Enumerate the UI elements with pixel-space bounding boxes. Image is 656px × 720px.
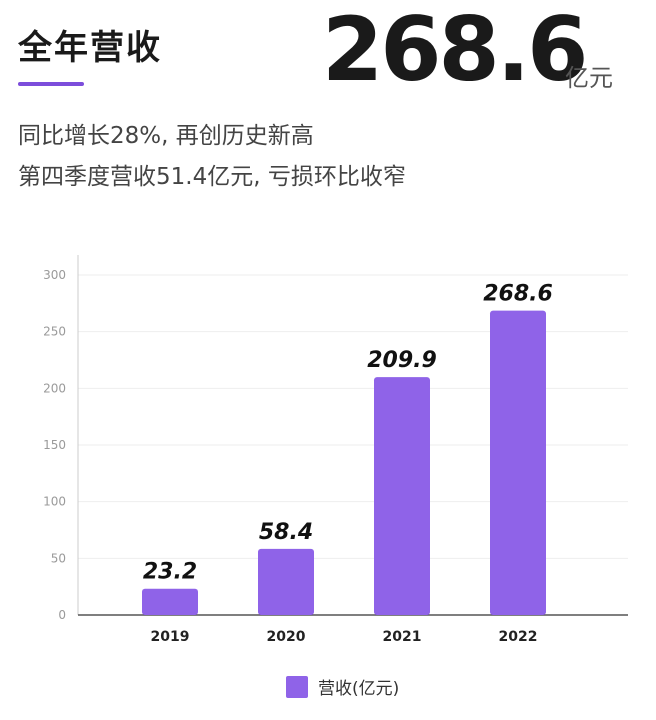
x-tick-label: 2022 bbox=[499, 629, 538, 645]
y-tick-label: 50 bbox=[51, 551, 66, 565]
subline-q4: 第四季度营收51.4亿元, 亏损环比收窄 bbox=[18, 164, 406, 190]
y-tick-label: 200 bbox=[43, 381, 66, 395]
y-tick-label: 150 bbox=[43, 438, 66, 452]
bar-2021 bbox=[374, 377, 430, 615]
chart-legend: 营收(亿元) bbox=[286, 674, 399, 699]
legend-label: 营收(亿元) bbox=[318, 679, 400, 699]
revenue-bar-chart: 0 50 100 150 200 250 300 23.2 2019 58.4 2020 209.9 2… bbox=[43, 255, 628, 645]
y-tick-label: 300 bbox=[43, 268, 66, 282]
data-label: 268.6 bbox=[483, 282, 553, 307]
data-label: 209.9 bbox=[367, 348, 437, 373]
subline-growth: 同比增长28%, 再创历史新高 bbox=[18, 123, 314, 149]
data-label: 23.2 bbox=[143, 560, 197, 585]
bar-2020 bbox=[258, 548, 314, 615]
headline-unit: 亿元 bbox=[565, 64, 613, 92]
y-tick-label: 250 bbox=[43, 325, 66, 339]
legend-swatch bbox=[286, 675, 308, 698]
y-tick-label: 100 bbox=[43, 495, 66, 509]
headline-value: 268.6 bbox=[322, 0, 588, 101]
x-tick-label: 2020 bbox=[267, 629, 306, 645]
title-underline bbox=[18, 82, 84, 86]
data-label: 58.4 bbox=[259, 520, 313, 545]
page-title: 全年营收 bbox=[18, 28, 162, 68]
bar-2022 bbox=[490, 310, 546, 615]
x-tick-label: 2019 bbox=[151, 629, 190, 645]
x-tick-label: 2021 bbox=[383, 629, 422, 645]
y-tick-label: 0 bbox=[58, 608, 66, 622]
bar-2019 bbox=[142, 588, 198, 615]
